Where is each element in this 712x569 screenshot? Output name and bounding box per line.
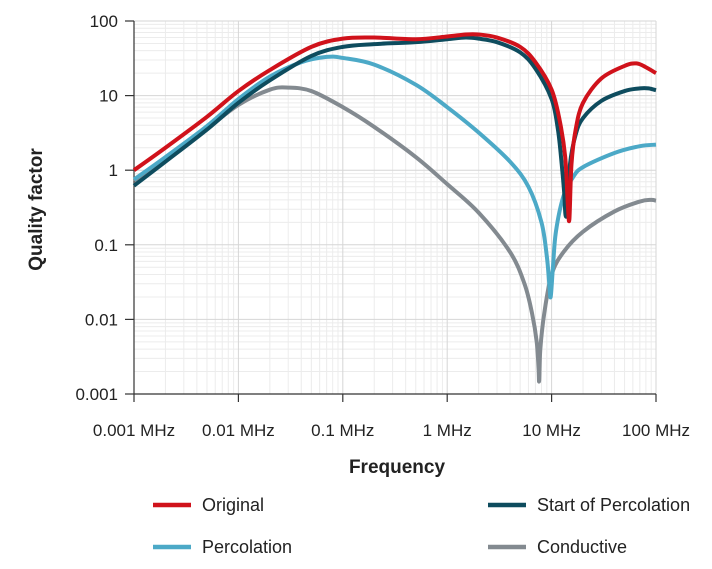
y-tick-label: 10: [99, 87, 118, 106]
series-line-original: [132, 32, 658, 224]
series-lines: [132, 32, 658, 384]
y-tick-label: 1: [109, 161, 118, 180]
x-tick-label: 0.01 MHz: [202, 421, 275, 440]
legend-label-percolation: Percolation: [202, 537, 292, 557]
legend-label-original: Original: [202, 495, 264, 515]
x-tick-label: 0.001 MHz: [93, 421, 175, 440]
y-tick-label: 0.01: [85, 310, 118, 329]
x-tick-label: 1 MHz: [423, 421, 472, 440]
x-axis-title: Frequency: [349, 457, 446, 478]
legend-label-start-of-percolation: Start of Percolation: [537, 495, 690, 515]
y-tick-label: 0.001: [75, 385, 118, 404]
grid: [133, 20, 657, 395]
y-tick-label: 100: [90, 12, 118, 31]
series-line-start-of-percolation: [132, 35, 657, 219]
tick-labels: 0.001 0.01 0.1 1 10 100 0.001 MHz 0.01 MHz 0.1 M…: [75, 12, 690, 440]
series-line-conductive: [132, 85, 657, 384]
axes: [125, 20, 657, 402]
x-tick-label: 100 MHz: [622, 421, 690, 440]
y-axis-title: Quality factor: [26, 148, 47, 271]
x-tick-label: 10 MHz: [522, 421, 581, 440]
x-tick-label: 0.1 MHz: [311, 421, 374, 440]
y-tick-label: 0.1: [94, 236, 118, 255]
legend: Original Start of Percolation Percolation C…: [153, 495, 690, 557]
legend-label-conductive: Conductive: [537, 537, 627, 557]
